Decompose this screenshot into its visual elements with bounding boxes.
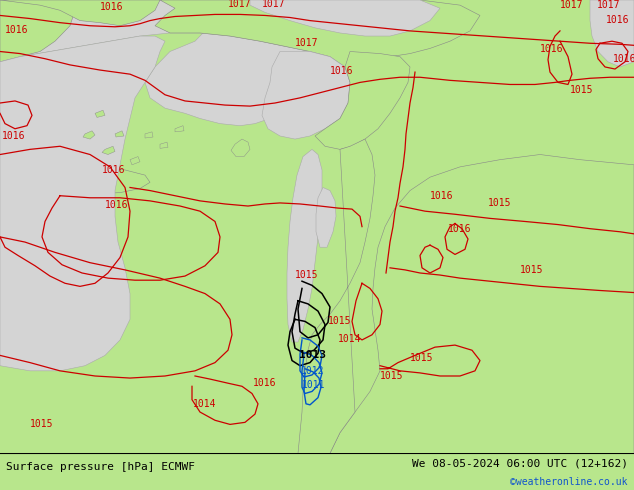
Text: 1015: 1015 <box>488 198 512 208</box>
Text: 1016: 1016 <box>105 200 129 210</box>
Polygon shape <box>590 0 634 67</box>
Text: 1016: 1016 <box>448 224 472 234</box>
Polygon shape <box>250 0 440 36</box>
Text: 1015: 1015 <box>410 352 434 363</box>
Text: 1015: 1015 <box>295 270 318 280</box>
Text: 1017: 1017 <box>597 0 621 10</box>
Text: 1016: 1016 <box>253 378 276 388</box>
Polygon shape <box>155 0 480 67</box>
Polygon shape <box>115 131 124 137</box>
Text: 1015: 1015 <box>520 265 543 275</box>
Text: 1016: 1016 <box>2 131 25 141</box>
Text: 1016: 1016 <box>100 2 124 12</box>
Text: We 08-05-2024 06:00 UTC (12+162): We 08-05-2024 06:00 UTC (12+162) <box>411 459 628 468</box>
Polygon shape <box>160 142 168 148</box>
Polygon shape <box>315 51 410 149</box>
Text: 1013: 1013 <box>299 350 326 361</box>
Polygon shape <box>50 167 150 194</box>
Text: Surface pressure [hPa] ECMWF: Surface pressure [hPa] ECMWF <box>6 462 195 472</box>
Polygon shape <box>298 139 375 453</box>
Polygon shape <box>102 147 115 154</box>
Text: 1011: 1011 <box>302 380 325 391</box>
Polygon shape <box>175 125 184 132</box>
Text: 1015: 1015 <box>30 419 53 430</box>
Text: 1016: 1016 <box>606 15 630 24</box>
Text: 1016: 1016 <box>5 25 29 35</box>
Text: 1017: 1017 <box>560 0 583 10</box>
Polygon shape <box>145 132 153 138</box>
Text: 1012: 1012 <box>301 366 325 376</box>
Polygon shape <box>0 0 355 125</box>
Text: 1016: 1016 <box>540 44 564 53</box>
Polygon shape <box>0 0 75 62</box>
Text: 1016: 1016 <box>102 165 126 175</box>
Text: 1016: 1016 <box>430 191 453 201</box>
Polygon shape <box>231 139 250 157</box>
Text: 1016: 1016 <box>330 66 354 76</box>
Polygon shape <box>0 36 165 371</box>
Text: 1015: 1015 <box>380 371 403 381</box>
Text: 1017: 1017 <box>262 0 285 9</box>
Polygon shape <box>130 157 140 165</box>
Text: 1017: 1017 <box>295 38 318 49</box>
Polygon shape <box>316 188 336 247</box>
Polygon shape <box>95 110 105 118</box>
Polygon shape <box>83 131 95 139</box>
Text: 1014: 1014 <box>193 399 216 409</box>
Text: 1017: 1017 <box>228 0 252 9</box>
Text: ©weatheronline.co.uk: ©weatheronline.co.uk <box>510 477 628 487</box>
Polygon shape <box>328 106 368 123</box>
Text: 1016: 1016 <box>613 54 634 64</box>
Polygon shape <box>0 0 160 26</box>
Polygon shape <box>0 154 634 453</box>
Text: 1015: 1015 <box>328 317 351 326</box>
Polygon shape <box>287 149 322 342</box>
Text: 1014: 1014 <box>338 334 361 344</box>
Polygon shape <box>262 51 350 139</box>
Text: 1015: 1015 <box>570 85 593 95</box>
